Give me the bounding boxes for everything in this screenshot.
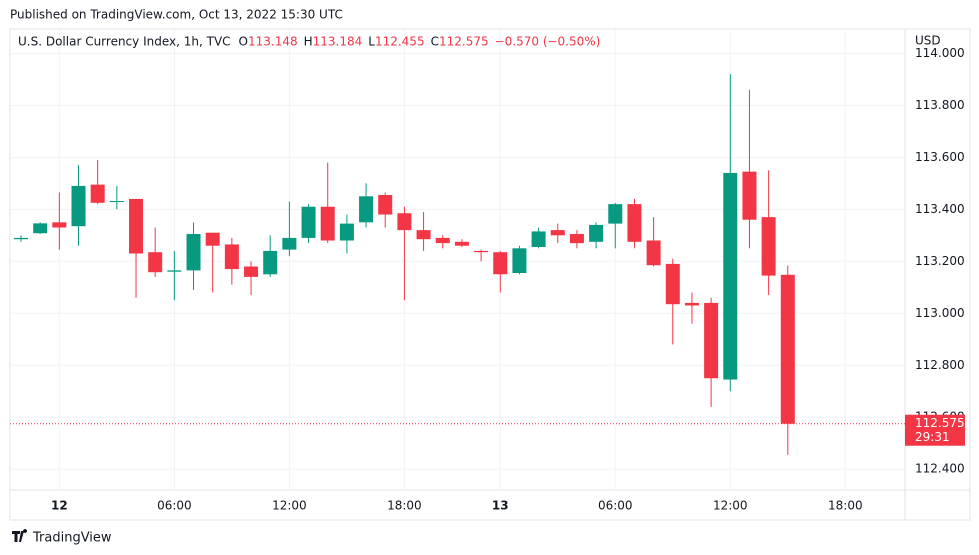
brand: TradingView: [12, 529, 112, 546]
legend-value: 112.575: [439, 35, 489, 49]
candle-body: [665, 263, 680, 305]
candle-body: [780, 274, 795, 424]
x-tick-label: 18:00: [387, 499, 422, 513]
last-price-box: [905, 414, 965, 446]
legend-key: L: [368, 35, 375, 49]
candle-body: [129, 198, 144, 254]
y-tick-label: 112.800: [915, 358, 965, 372]
legend-key: O: [239, 35, 248, 49]
last-price-label: 112.575: [915, 416, 965, 430]
candle-body: [742, 171, 757, 220]
y-tick-label: 113.000: [915, 306, 965, 320]
x-tick-label: 12: [51, 499, 68, 513]
candle-body: [550, 230, 565, 236]
published-note: Published on TradingView.com, Oct 13, 20…: [10, 8, 343, 22]
candle-body: [589, 224, 604, 242]
candle-body: [263, 250, 278, 275]
legend: U.S. Dollar Currency Index, 1h, TVC O 113.…: [18, 35, 600, 49]
candle-body: [493, 252, 508, 275]
candle-body: [52, 222, 67, 228]
legend-change: −0.570 (−0.50%): [495, 35, 601, 49]
candle-body: [723, 172, 738, 380]
candle-body: [71, 185, 86, 227]
x-tick-label: 13: [492, 499, 509, 513]
candle-body: [531, 231, 546, 248]
candle-body: [205, 232, 220, 246]
candle-body: [627, 204, 642, 242]
candle-body: [109, 201, 124, 203]
x-tick-label: 18:00: [828, 499, 863, 513]
candle-body: [397, 213, 412, 231]
candle-body: [378, 195, 393, 215]
candle-body: [282, 237, 297, 250]
candle-body: [608, 204, 623, 224]
candle-body: [186, 234, 201, 271]
candle-body: [224, 244, 239, 270]
x-tick-label: 12:00: [713, 499, 748, 513]
countdown: 29:31: [915, 430, 950, 444]
chart-frame: [9, 28, 971, 521]
y-tick-label: 112.400: [915, 462, 965, 476]
candle-body: [569, 234, 584, 244]
candle-body: [684, 302, 699, 306]
candle-body: [761, 217, 776, 276]
currency: USD: [915, 34, 941, 48]
y-tick-label: 113.200: [915, 254, 965, 268]
legend-title: U.S. Dollar Currency Index, 1h, TVC: [18, 35, 231, 49]
candle-body: [33, 223, 48, 234]
candle-body: [512, 248, 527, 273]
x-tick-label: 06:00: [598, 499, 633, 513]
candle-body: [90, 184, 105, 203]
candle-body: [339, 223, 354, 241]
candle-body: [14, 237, 28, 240]
legend-key: H: [304, 35, 313, 49]
legend-value: 113.148: [248, 35, 298, 49]
candle-body: [244, 266, 259, 277]
candle-body: [148, 252, 163, 273]
y-tick-label: 113.800: [915, 98, 965, 112]
x-tick-label: 06:00: [157, 499, 192, 513]
candle-body: [704, 302, 719, 379]
legend-value: 113.184: [313, 35, 363, 49]
brand-name: TradingView: [32, 531, 112, 546]
candle-body: [646, 240, 661, 266]
candle-body: [435, 237, 450, 244]
y-tick-label: 113.400: [915, 202, 965, 216]
y-tick-label: 113.600: [915, 150, 965, 164]
brand-logo: [12, 529, 28, 542]
y-tick-label: 114.000: [915, 46, 965, 60]
candle-body: [167, 270, 182, 272]
candle-body: [474, 250, 489, 253]
candle-body: [301, 206, 316, 238]
legend-value: 112.455: [375, 35, 425, 49]
candle-body: [320, 206, 335, 241]
legend-key: C: [431, 35, 439, 49]
candle-body: [454, 241, 469, 246]
candle-body: [359, 196, 374, 223]
x-tick-label: 12:00: [272, 499, 307, 513]
candle-body: [416, 230, 431, 240]
